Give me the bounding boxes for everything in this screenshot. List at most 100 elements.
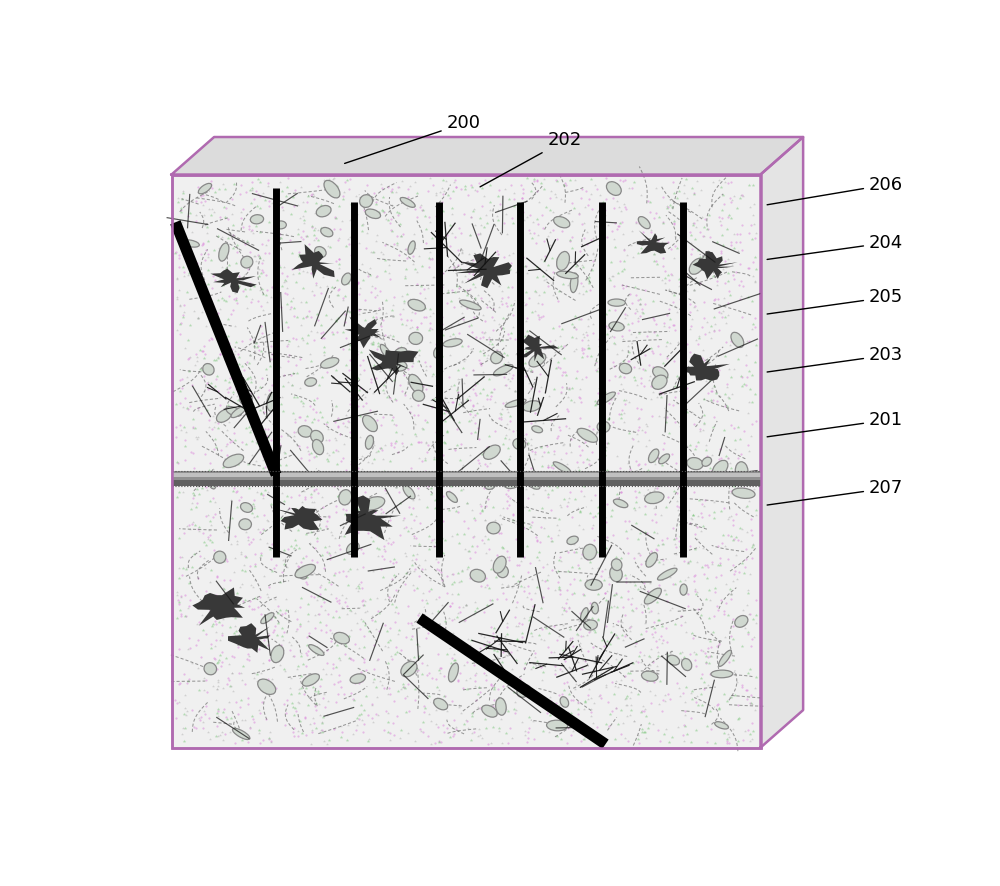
Point <box>658 366 674 380</box>
Point <box>630 311 646 325</box>
Point <box>460 721 476 735</box>
Point <box>338 408 354 422</box>
Point <box>688 332 704 346</box>
Point <box>411 537 427 551</box>
Point <box>257 422 273 436</box>
Ellipse shape <box>613 499 628 508</box>
Point <box>524 444 540 458</box>
Point <box>410 408 426 423</box>
Point <box>294 726 310 740</box>
Point <box>669 486 685 500</box>
Point <box>299 439 315 454</box>
Point <box>274 565 290 579</box>
Point <box>579 628 595 642</box>
Point <box>426 452 442 466</box>
Point <box>404 618 420 632</box>
Point <box>200 725 216 739</box>
Point <box>450 363 466 377</box>
Ellipse shape <box>735 616 748 627</box>
Point <box>422 171 438 185</box>
Point <box>419 657 435 672</box>
Point <box>447 285 463 299</box>
Point <box>348 307 364 322</box>
Point <box>417 464 433 478</box>
Point <box>553 732 569 746</box>
Point <box>627 639 643 653</box>
Point <box>553 385 569 400</box>
Point <box>660 648 676 662</box>
Point <box>409 637 425 651</box>
Point <box>429 471 445 486</box>
Point <box>197 194 213 208</box>
Point <box>576 431 592 445</box>
Point <box>249 199 265 214</box>
Point <box>545 288 561 302</box>
Point <box>428 703 444 717</box>
Point <box>414 593 430 607</box>
Point <box>561 206 577 220</box>
Point <box>512 361 528 376</box>
Ellipse shape <box>311 431 323 443</box>
Point <box>258 474 274 488</box>
Point <box>177 467 193 481</box>
Point <box>351 581 367 595</box>
Point <box>241 537 257 551</box>
Point <box>393 681 409 696</box>
Point <box>455 458 471 472</box>
Point <box>171 260 187 275</box>
Point <box>367 290 383 304</box>
Point <box>216 573 232 587</box>
Point <box>413 435 429 449</box>
Point <box>282 302 298 316</box>
Point <box>393 339 409 354</box>
Point <box>182 318 198 332</box>
Point <box>475 342 491 356</box>
Point <box>662 198 678 212</box>
Point <box>731 278 747 292</box>
Point <box>472 228 488 242</box>
Point <box>627 280 643 294</box>
Point <box>399 201 415 215</box>
Point <box>428 535 444 549</box>
Point <box>261 396 277 410</box>
Point <box>625 604 641 618</box>
Point <box>190 403 206 417</box>
Point <box>379 624 395 638</box>
Point <box>192 713 208 727</box>
Point <box>551 579 567 594</box>
Point <box>394 427 410 441</box>
Point <box>652 492 668 506</box>
Point <box>620 592 636 606</box>
Point <box>274 628 290 642</box>
Point <box>459 392 475 407</box>
Point <box>371 529 387 543</box>
Point <box>238 437 254 451</box>
Point <box>573 551 589 565</box>
Point <box>466 649 482 663</box>
Ellipse shape <box>682 658 692 671</box>
Point <box>464 325 480 339</box>
Point <box>519 590 535 604</box>
Point <box>418 435 434 449</box>
Point <box>276 445 292 459</box>
Point <box>556 339 572 354</box>
Point <box>682 345 698 359</box>
Point <box>544 563 560 577</box>
Point <box>173 200 189 214</box>
Point <box>508 600 524 614</box>
Point <box>517 439 533 453</box>
Point <box>196 369 212 383</box>
Point <box>363 245 379 259</box>
Point <box>369 342 385 356</box>
Point <box>227 610 243 625</box>
Point <box>652 673 668 688</box>
Point <box>439 296 455 310</box>
Point <box>480 532 496 546</box>
Point <box>256 509 272 523</box>
Ellipse shape <box>513 439 526 449</box>
Point <box>291 686 307 700</box>
Point <box>219 423 235 437</box>
Point <box>581 457 597 471</box>
Text: 201: 201 <box>767 411 903 437</box>
Point <box>640 323 656 338</box>
